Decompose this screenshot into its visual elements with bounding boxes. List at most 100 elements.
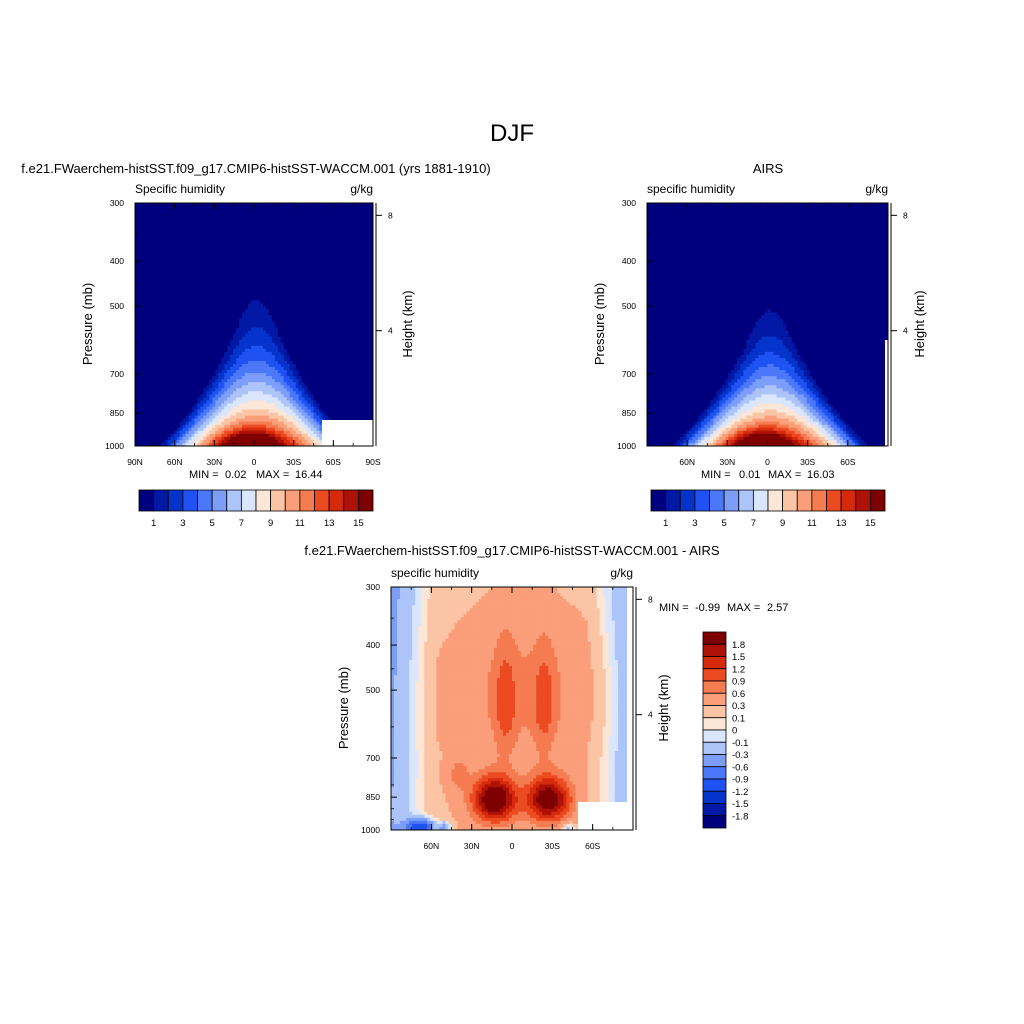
panel-model-field-cell [197,376,202,380]
panel-model-field-cell [370,215,373,219]
panel-model-field-cell [346,221,350,225]
panel-model-field-cell [155,336,160,341]
panel-model-field-cell [176,269,181,274]
panel-model-field-cell [328,321,332,326]
panel-model-field-cell [245,245,249,250]
panel-model-field-cell [262,357,267,362]
panel-model-field-cell [224,376,228,380]
panel-model-field-cell [265,360,270,365]
panel-model-field-cell [239,288,243,292]
panel-model-field-cell [149,272,154,277]
panel-model-field-cell [152,288,157,292]
panel-model-field-cell [239,275,243,280]
panel-model-field-cell [206,333,210,338]
panel-model-field-cell [337,257,341,262]
panel-model-field-cell [239,327,243,332]
panel-model-field-cell [215,336,219,341]
panel-model-field-cell [319,242,324,247]
panel-model-field-cell [340,206,344,210]
panel-model-field-cell [346,260,350,265]
panel-model-field-cell [298,385,303,389]
panel-model-field-cell [364,233,368,238]
panel-model-field-cell [209,318,213,323]
panel-model-field-cell [316,354,321,359]
panel-model-field-cell [164,324,169,329]
panel-model-field-cell [289,248,294,253]
panel-model-field-cell [179,357,184,362]
panel-model-field-cell [161,236,166,241]
panel-model-field-cell [135,212,139,216]
panel-model-field-cell [268,303,273,307]
panel-model-field-cell [164,357,169,362]
panel-model-field-cell [161,272,166,277]
panel-model-field-cell [137,330,142,335]
panel-model-field-cell [200,303,205,307]
panel-model-field-cell [161,230,166,234]
panel-model-field-cell [212,385,216,389]
panel-model-field-cell [149,218,154,222]
panel-model-field-cell [364,285,368,289]
panel-model-field-cell [352,382,356,386]
panel-model-field-cell [316,351,321,356]
panel-model-field-cell [367,303,371,307]
panel-model-field-cell [191,206,196,210]
panel-model-field-cell [167,376,172,380]
panel-model-field-cell [328,227,332,231]
panel-model-field-cell [167,385,172,389]
panel-model-field-cell [152,354,157,359]
panel-model-field-cell [361,260,365,265]
panel-model-field-cell [343,363,347,368]
panel-model-field-cell [346,233,350,238]
panel-model-field-cell [301,345,306,350]
panel-model-field-cell [248,209,252,213]
panel-model-field-cell [233,360,237,365]
panel-model-field-cell [304,360,309,365]
panel-model-field-cell [259,339,264,344]
panel-model-field-cell [349,339,353,344]
panel-model-field-cell [140,385,145,389]
panel-model-field-cell [370,297,373,301]
panel-model-field-cell [325,275,329,280]
panel-model-field-cell [352,336,356,341]
panel-model-field-cell [227,206,231,210]
panel-model-field-cell [182,215,187,219]
panel-model-field-cell [176,324,181,329]
panel-model-field-cell [197,306,202,310]
panel-model-field-cell [298,306,303,310]
panel-model-field-cell [200,388,205,392]
panel-model-field-cell [343,294,347,298]
panel-model-field-cell [307,203,312,207]
panel-model-field-cell [265,272,270,277]
panel-model-field-cell [370,351,373,356]
panel-model-field-cell [259,233,264,238]
panel-model-field-cell [346,272,350,277]
panel-model-field-cell [316,382,321,386]
panel-model-field-cell [361,342,365,347]
panel-model-field-cell [155,206,160,210]
panel-model-field-cell [188,376,193,380]
panel-model-field-cell [364,297,368,301]
panel-model-field-cell [209,360,213,365]
panel-model-field-cell [194,388,199,392]
panel-model-field-cell [355,318,359,323]
panel-model-field-cell [331,260,335,265]
panel-model-field-cell [137,367,142,371]
panel-model-field-cell [289,209,294,213]
panel-model-field-cell [286,209,291,213]
panel-model-field-cell [283,342,288,347]
panel-model-field-cell [215,257,219,262]
panel-model-field-cell [245,278,249,283]
panel-model-field-cell [239,382,243,386]
panel-model-field-cell [233,230,237,234]
panel-model-field-cell [334,345,338,350]
panel-model-field-cell [164,333,169,338]
panel-model-field-cell [316,379,321,383]
panel-model-field-cell [289,348,294,353]
panel-model-field-cell [304,209,309,213]
panel-model-field-cell [215,354,219,359]
panel-model-field-cell [158,306,163,310]
panel-model-field-cell [158,297,163,301]
panel-model-field-cell [310,376,315,380]
panel-model-field-cell [206,348,210,353]
panel-model-field-cell [251,206,255,210]
